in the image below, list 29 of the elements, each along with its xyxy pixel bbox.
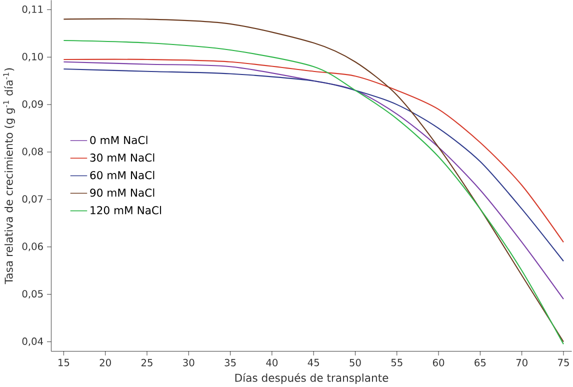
x-tick-label: 45	[308, 358, 319, 366]
y-tick-label: 0,09	[22, 100, 43, 109]
legend-label: 30 mM NaCl	[90, 153, 154, 162]
y-tick-label: 0,06	[22, 242, 43, 251]
legend-label: 120 mM NaCl	[90, 206, 162, 214]
x-tick-label: 25	[141, 358, 152, 366]
x-tick-label: 60	[432, 358, 444, 366]
x-tick-label: 75	[558, 358, 569, 366]
y-axis-title: Tasa relativa de crecimiento (g g$^{-1}$ día$^{-1}$)	[3, 68, 15, 284]
x-tick-label: 40	[266, 358, 278, 366]
x-tick-label: 30	[183, 358, 194, 366]
legend-label: 0 mM NaCl	[90, 136, 148, 144]
x-tick-label: 35	[224, 358, 236, 366]
line-series	[63, 61, 564, 300]
y-tick-label: 0,05	[22, 290, 43, 298]
legend-label: 60 mM NaCl	[90, 170, 154, 180]
x-tick-label: 50	[350, 358, 361, 366]
x-tick-label: 15	[58, 358, 70, 366]
x-tick-label: 70	[516, 358, 528, 366]
x-tick-label: 65	[474, 358, 486, 366]
y-tick-label: 0,04	[22, 337, 43, 346]
y-tick-label: 0,11	[22, 5, 43, 14]
legend-label: 90 mM NaCl	[90, 188, 154, 197]
y-tick-label: 0,08	[22, 148, 43, 156]
y-tick-label: 0,10	[22, 52, 43, 62]
x-tick-label: 20	[100, 358, 111, 366]
x-tick-label: 55	[391, 358, 402, 366]
y-tick-label: 0,07	[22, 195, 43, 204]
x-axis-title: Días después de transplante	[235, 372, 388, 384]
